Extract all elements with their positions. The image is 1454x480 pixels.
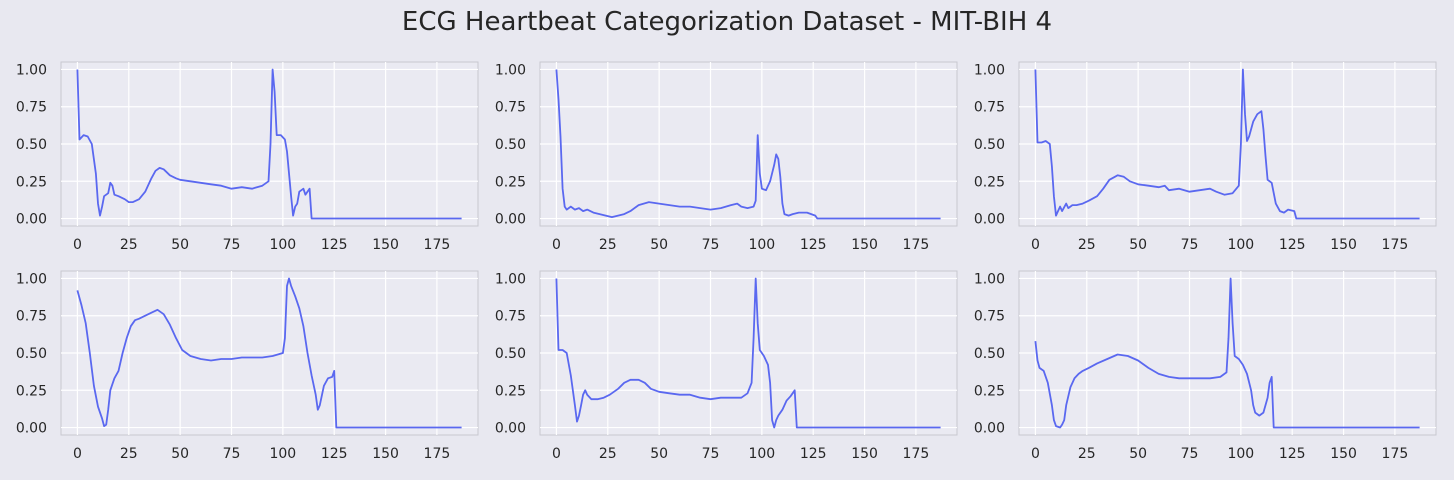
x-tick-label: 0	[1031, 237, 1040, 253]
x-tick-label: 150	[372, 446, 399, 462]
x-tick-label: 25	[120, 446, 138, 462]
x-tick-label: 100	[1227, 237, 1254, 253]
x-tick-label: 150	[372, 237, 399, 253]
y-tick-label: 0.50	[974, 137, 1005, 153]
y-tick-label: 0.25	[495, 383, 526, 399]
x-tick-label: 50	[650, 237, 668, 253]
x-tick-label: 50	[171, 446, 189, 462]
x-tick-label: 125	[800, 446, 827, 462]
y-tick-label: 0.50	[16, 346, 47, 362]
ecg-signal-line	[555, 277, 941, 429]
x-tick-label: 125	[1279, 446, 1306, 462]
x-tick-label: 175	[1382, 237, 1409, 253]
subplot-6: 0 25 50 75 100 125 150 175 0.00 0.25 0.50 0.75 1.00	[974, 270, 1437, 462]
x-tick-label: 125	[321, 446, 348, 462]
subplot-1: 0 25 50 75 100 125 150 175 0.00 0.25 0.50 0.75 1.00	[16, 61, 479, 253]
x-tick-label: 50	[650, 446, 668, 462]
x-tick-label: 125	[321, 237, 348, 253]
subplot-3: 0 25 50 75 100 125 150 175 0.00 0.25 0.50 0.75 1.00	[974, 61, 1437, 253]
y-tick-label: 0.75	[974, 100, 1005, 116]
y-tick-label: 0.25	[16, 174, 47, 190]
x-tick-label: 100	[1227, 446, 1254, 462]
y-tick-label: 1.00	[495, 271, 526, 287]
x-tick-label: 125	[800, 237, 827, 253]
x-tick-label: 50	[171, 237, 189, 253]
x-tick-label: 25	[599, 237, 617, 253]
x-tick-label: 150	[1330, 237, 1357, 253]
y-tick-label: 0.75	[495, 309, 526, 325]
figure-title: ECG Heartbeat Categorization Dataset - M…	[402, 7, 1052, 37]
x-tick-label: 0	[73, 446, 82, 462]
x-tick-label: 50	[1129, 237, 1147, 253]
y-tick-label: 0.50	[974, 346, 1005, 362]
ecg-signal-line	[76, 68, 462, 220]
x-tick-label: 150	[851, 237, 878, 253]
x-tick-label: 25	[1078, 237, 1096, 253]
x-tick-label: 175	[424, 446, 451, 462]
y-tick-label: 0.75	[974, 309, 1005, 325]
y-tick-label: 0.00	[974, 421, 1005, 437]
y-tick-label: 1.00	[16, 271, 47, 287]
x-tick-label: 125	[1279, 237, 1306, 253]
y-tick-label: 0.25	[16, 383, 47, 399]
x-tick-label: 100	[748, 446, 775, 462]
y-tick-label: 1.00	[974, 271, 1005, 287]
x-tick-label: 75	[223, 237, 241, 253]
x-tick-label: 75	[702, 237, 720, 253]
x-tick-label: 25	[1078, 446, 1096, 462]
y-tick-label: 0.25	[974, 383, 1005, 399]
y-tick-label: 1.00	[16, 62, 47, 78]
subplot-2: 0 25 50 75 100 125 150 175 0.00 0.25 0.50 0.75 1.00	[495, 61, 958, 253]
y-tick-label: 1.00	[974, 62, 1005, 78]
x-tick-label: 175	[424, 237, 451, 253]
x-tick-label: 150	[1330, 446, 1357, 462]
x-tick-label: 100	[269, 237, 296, 253]
x-tick-label: 75	[1181, 446, 1199, 462]
x-tick-label: 100	[269, 446, 296, 462]
y-tick-label: 0.00	[495, 421, 526, 437]
x-tick-label: 100	[748, 237, 775, 253]
x-tick-label: 75	[702, 446, 720, 462]
x-tick-label: 0	[1031, 446, 1040, 462]
x-tick-label: 150	[851, 446, 878, 462]
x-tick-label: 75	[1181, 237, 1199, 253]
x-tick-label: 0	[552, 446, 561, 462]
subplot-grid: 0 25 50 75 100 125 150 1750.000.250.500.751.000…	[16, 61, 1437, 462]
ecg-signal-line	[1034, 68, 1420, 220]
x-tick-label: 0	[73, 237, 82, 253]
ecg-signal-line	[1034, 277, 1420, 429]
y-tick-label: 0.50	[495, 346, 526, 362]
y-tick-label: 0.75	[495, 100, 526, 116]
y-tick-label: 0.75	[16, 309, 47, 325]
y-tick-label: 0.75	[16, 100, 47, 116]
y-tick-label: 0.50	[16, 137, 47, 153]
ecg-signal-line	[555, 69, 941, 220]
x-tick-label: 25	[120, 237, 138, 253]
y-tick-label: 0.00	[495, 212, 526, 228]
y-tick-label: 1.00	[495, 62, 526, 78]
ecg-signal-line	[76, 277, 462, 429]
x-tick-label: 75	[223, 446, 241, 462]
y-tick-label: 0.00	[974, 212, 1005, 228]
subplot-5: 0 25 50 75 100 125 150 175 0.00 0.25 0.50 0.75 1.00	[495, 270, 958, 462]
y-tick-label: 0.25	[974, 174, 1005, 190]
x-tick-label: 0	[552, 237, 561, 253]
x-tick-label: 175	[903, 237, 930, 253]
x-tick-label: 175	[1382, 446, 1409, 462]
x-tick-label: 175	[903, 446, 930, 462]
y-tick-label: 0.50	[495, 137, 526, 153]
y-tick-label: 0.00	[16, 421, 47, 437]
x-tick-label: 50	[1129, 446, 1147, 462]
y-tick-label: 0.00	[16, 212, 47, 228]
subplot-4: 0 25 50 75 100 125 150 175 0.00 0.25 0.50 0.75 1.00	[16, 270, 479, 462]
y-tick-label: 0.25	[495, 174, 526, 190]
x-tick-label: 25	[599, 446, 617, 462]
